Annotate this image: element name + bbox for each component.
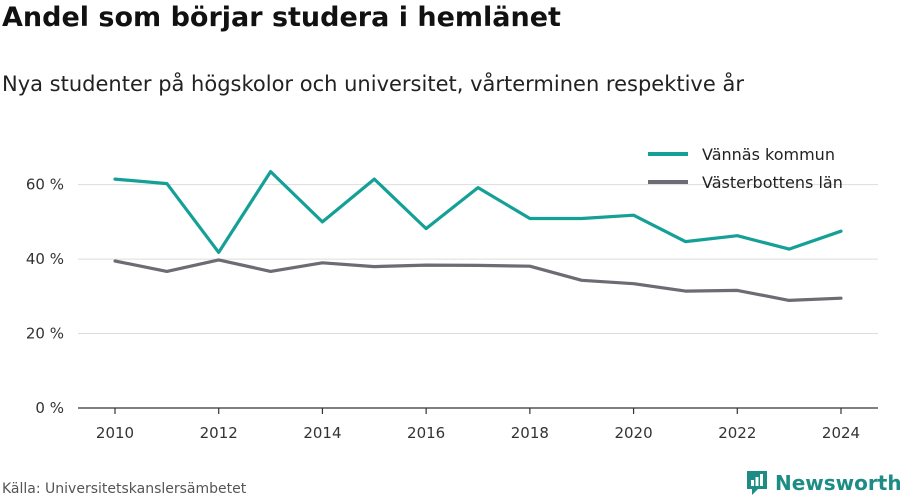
source-note: Källa: Universitetskanslersämbetet xyxy=(2,481,247,497)
series-line-2 xyxy=(113,258,843,302)
x-tick-label: 2014 xyxy=(303,424,341,442)
chart-title: Andel som börjar studera i hemlänet xyxy=(2,2,561,33)
x-tick-label: 2012 xyxy=(200,424,238,442)
series-line-1 xyxy=(113,170,843,254)
axes: 0 % 20 % 40 % 60 % 2010 2012 2014 2016 2018 2020 2… xyxy=(26,176,878,442)
x-tick-label: 2024 xyxy=(822,424,860,442)
legend-label-2: Västerbottens län xyxy=(702,173,843,192)
x-tick-label: 2016 xyxy=(407,424,445,442)
x-tick-label: 2010 xyxy=(96,424,134,442)
line-chart: 0 % 20 % 40 % 60 % 2010 2012 2014 2016 2018 2020 2… xyxy=(26,145,878,442)
series-lines xyxy=(113,170,843,302)
x-tick-label: 2018 xyxy=(511,424,549,442)
newsworthy-logo-icon xyxy=(747,471,767,495)
x-tick-label: 2022 xyxy=(718,424,756,442)
y-tick-label: 20 % xyxy=(26,325,64,343)
brand-logo: Newsworthy xyxy=(745,468,900,498)
y-tick-label: 0 % xyxy=(35,399,64,417)
grid-lines xyxy=(78,184,878,335)
y-tick-label: 60 % xyxy=(26,176,64,194)
legend: Vännäs kommun Västerbottens län xyxy=(648,145,843,192)
y-tick-label: 40 % xyxy=(26,250,64,268)
x-tick-label: 2020 xyxy=(614,424,652,442)
chart-subtitle: Nya studenter på högskolor och universit… xyxy=(2,72,744,96)
legend-label-1: Vännäs kommun xyxy=(702,145,835,164)
brand-name: Newsworthy xyxy=(775,471,900,495)
